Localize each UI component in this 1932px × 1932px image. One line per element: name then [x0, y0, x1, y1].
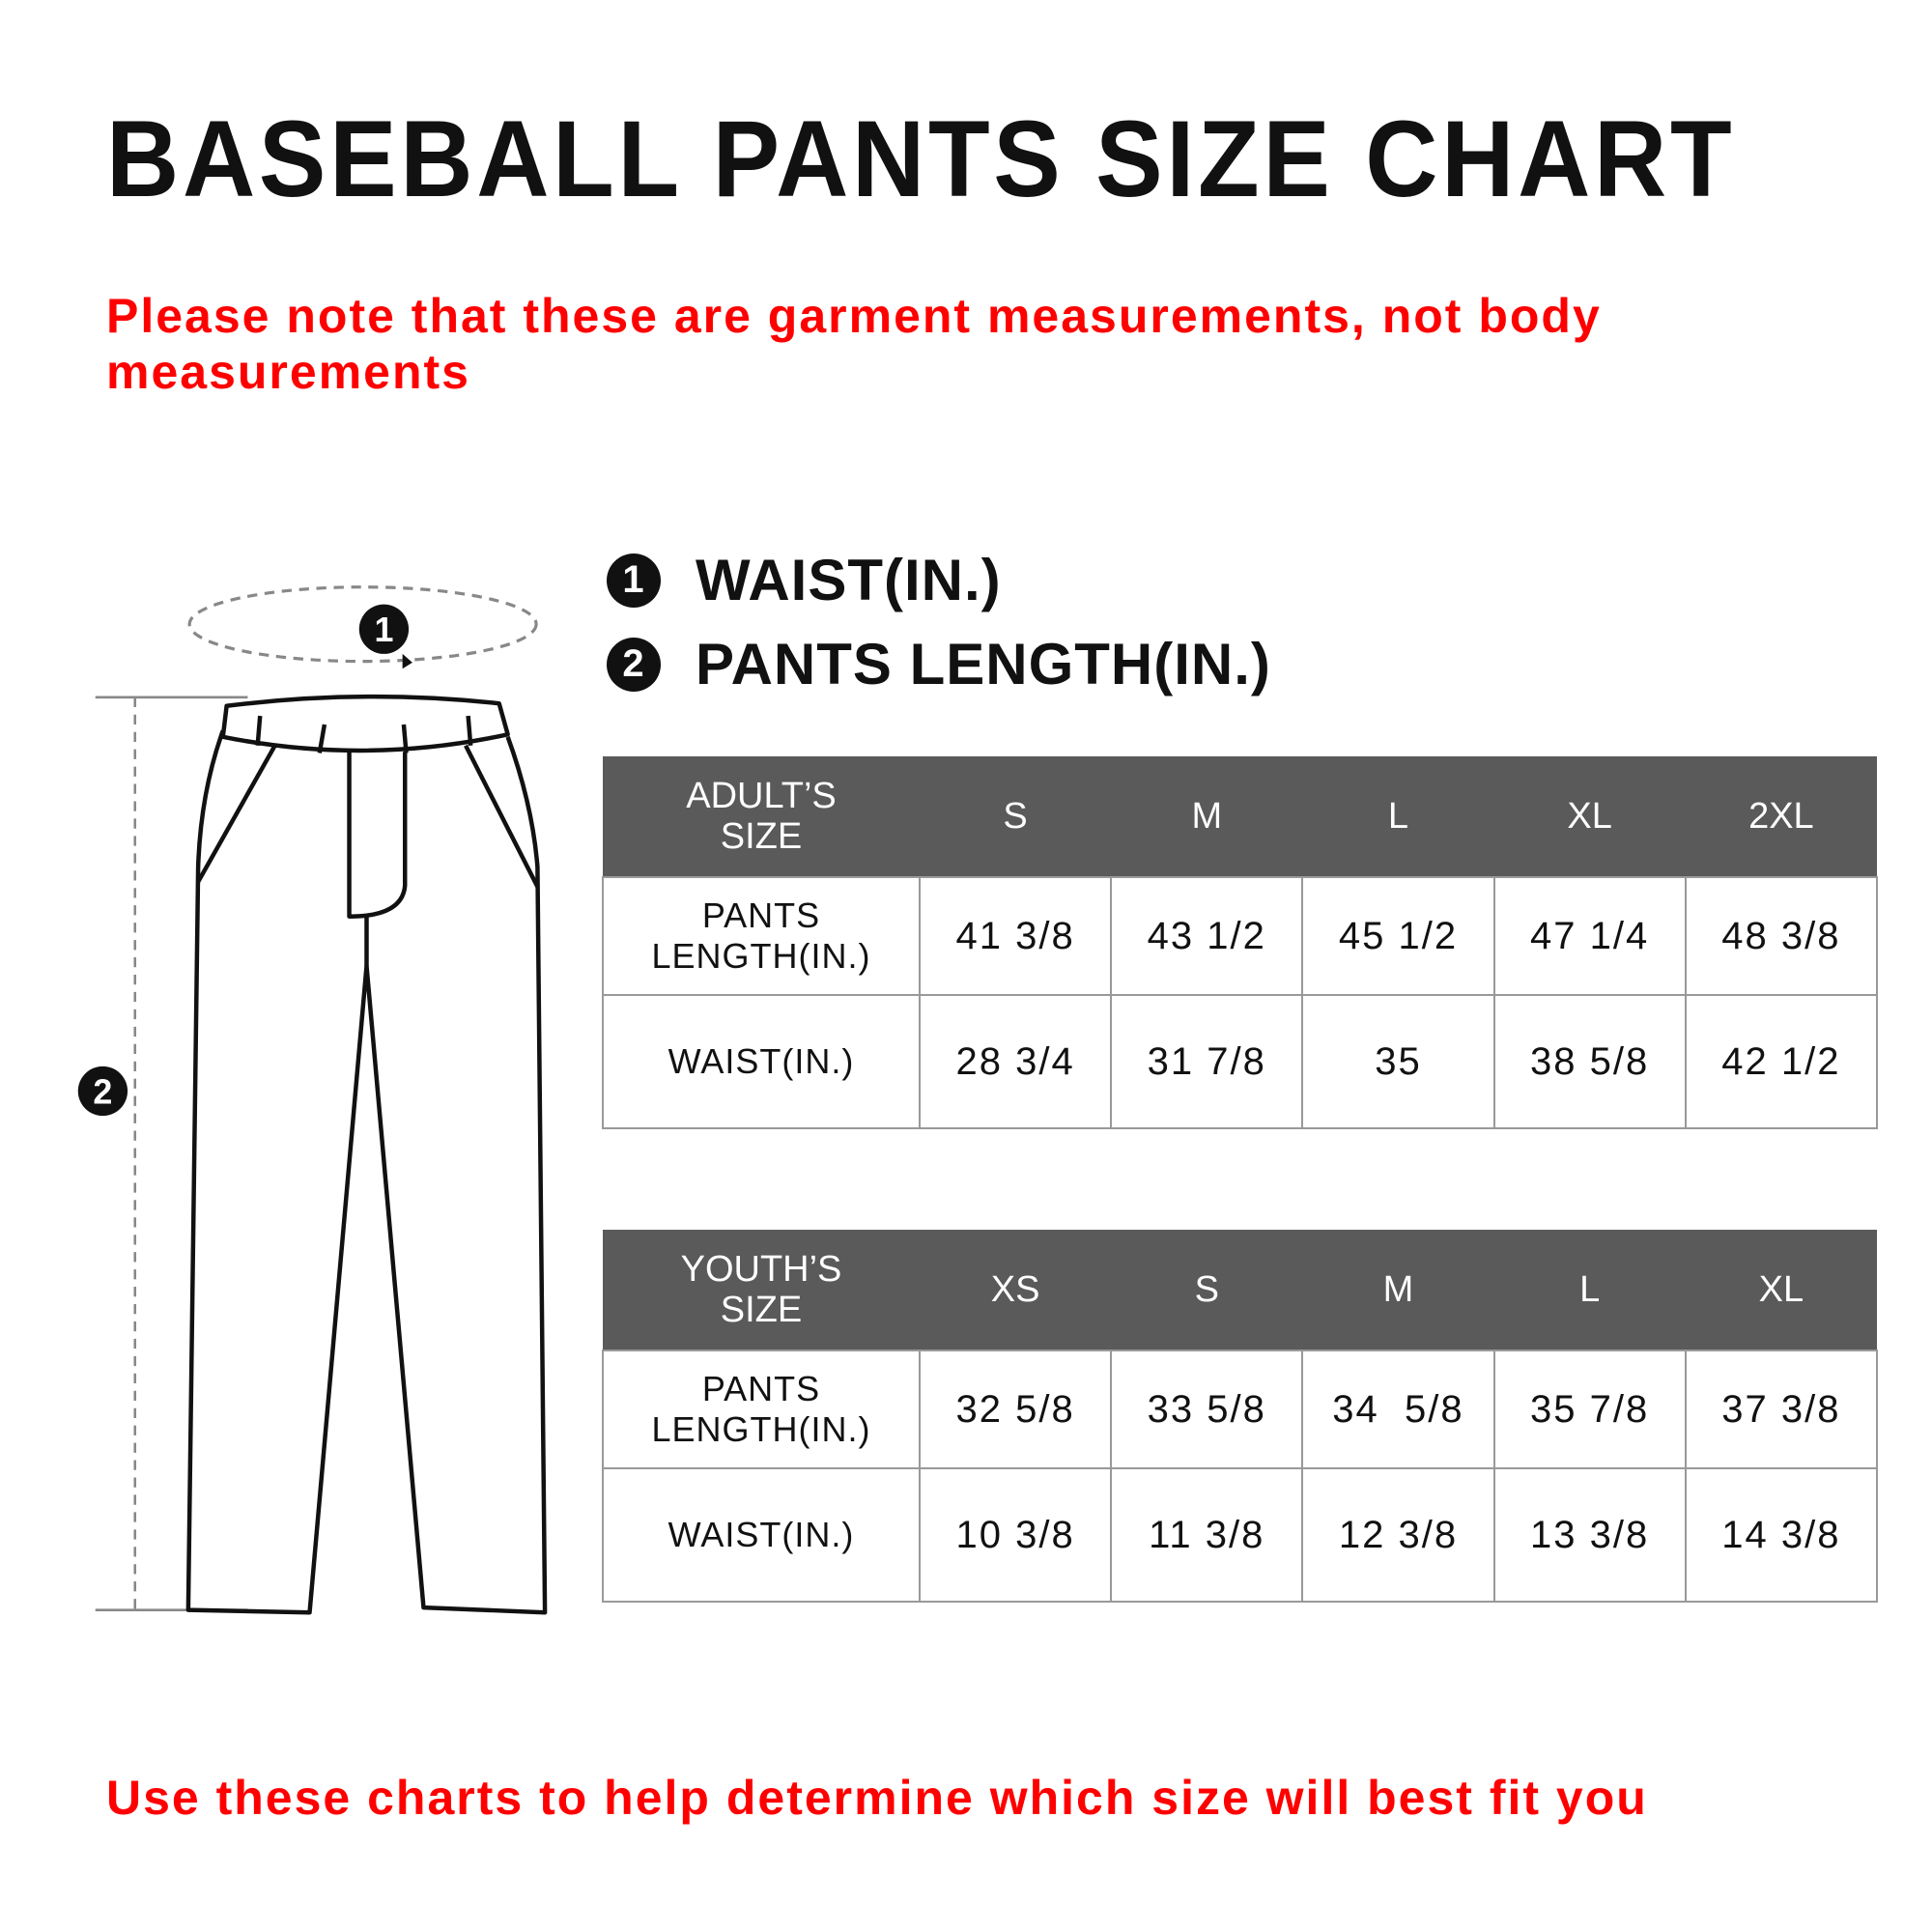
legend-label: WAIST(IN.)	[696, 548, 1002, 612]
table-cell: 35	[1301, 994, 1495, 1129]
table-cell: 35 7/8	[1492, 1350, 1687, 1469]
table-cell: 38 5/8	[1492, 994, 1687, 1129]
table-header-row: YOUTH’S SIZE XS S M L XL	[603, 1230, 1877, 1350]
table-header-row: ADULT’S SIZE S M L XL 2XL	[603, 756, 1877, 877]
header-cell: XL	[1493, 756, 1686, 877]
table-row: PANTS LENGTH(IN.) 41 3/8 43 1/2 45 1/2 4…	[602, 876, 1879, 996]
header-cell: M	[1302, 1230, 1494, 1350]
table-cell: 34 5/8	[1301, 1350, 1495, 1469]
header-cell: YOUTH’S SIZE	[603, 1230, 920, 1350]
pants-outline-icon	[185, 694, 548, 1615]
table-cell: 28 3/4	[918, 994, 1113, 1129]
svg-text:1: 1	[374, 611, 393, 649]
table-cell: 10 3/8	[918, 1467, 1113, 1603]
row-label: WAIST(IN.)	[602, 994, 921, 1129]
garment-note: Please note that these are garment measu…	[106, 289, 1602, 399]
header-cell: S	[920, 756, 1112, 877]
svg-text:2: 2	[93, 1072, 112, 1111]
table-cell: 32 5/8	[918, 1350, 1113, 1469]
legend-pants-length: 2 PANTS LENGTH(IN.)	[607, 631, 1271, 697]
table-cell: 45 1/2	[1301, 876, 1495, 996]
table-cell: 12 3/8	[1301, 1467, 1495, 1603]
table-cell: 11 3/8	[1110, 1467, 1304, 1603]
row-label: PANTS LENGTH(IN.)	[602, 876, 921, 996]
header-cell: XL	[1685, 1230, 1877, 1350]
table-row: PANTS LENGTH(IN.) 32 5/8 33 5/8 34 5/8 3…	[602, 1350, 1879, 1469]
table-cell: 48 3/8	[1684, 876, 1879, 996]
header-cell: 2XL	[1685, 756, 1877, 877]
fit-note: Use these charts to help determine which…	[106, 1771, 1648, 1825]
header-cell: S	[1111, 1230, 1303, 1350]
table-cell: 43 1/2	[1110, 876, 1304, 996]
waist-arrow-icon	[402, 653, 412, 669]
table-cell: 14 3/8	[1684, 1467, 1879, 1603]
table-cell: 42 1/2	[1684, 994, 1879, 1129]
waist-measure-ellipse	[187, 585, 538, 664]
table-cell: 47 1/4	[1492, 876, 1687, 996]
header-cell: ADULT’S SIZE	[603, 756, 920, 877]
header-cell: M	[1111, 756, 1303, 877]
table-cell: 37 3/8	[1684, 1350, 1879, 1469]
header-cell: XS	[920, 1230, 1112, 1350]
table-cell: 33 5/8	[1110, 1350, 1304, 1469]
number-2-icon: 2	[607, 637, 661, 692]
legend-label: PANTS LENGTH(IN.)	[696, 632, 1271, 696]
length-marker-icon: 2	[77, 1065, 128, 1117]
table-row: WAIST(IN.) 28 3/4 31 7/8 35 38 5/8 42 1/…	[602, 994, 1879, 1129]
row-label: PANTS LENGTH(IN.)	[602, 1350, 921, 1469]
header-cell: L	[1493, 1230, 1686, 1350]
page-title: BASEBALL PANTS SIZE CHART	[106, 99, 1736, 219]
youth-size-table: YOUTH’S SIZE XS S M L XL PANTS LENGTH(IN…	[602, 1230, 1879, 1603]
waist-marker-icon: 1	[358, 604, 410, 654]
legend-waist: 1 WAIST(IN.)	[607, 547, 1002, 613]
table-row: WAIST(IN.) 10 3/8 11 3/8 12 3/8 13 3/8 1…	[602, 1467, 1879, 1603]
row-label: WAIST(IN.)	[602, 1467, 921, 1603]
table-cell: 41 3/8	[918, 876, 1113, 996]
header-cell: L	[1302, 756, 1494, 877]
adult-size-table: ADULT’S SIZE S M L XL 2XL PANTS LENGTH(I…	[602, 756, 1879, 1129]
table-cell: 31 7/8	[1110, 994, 1304, 1129]
number-1-icon: 1	[607, 553, 661, 608]
table-cell: 13 3/8	[1492, 1467, 1687, 1603]
